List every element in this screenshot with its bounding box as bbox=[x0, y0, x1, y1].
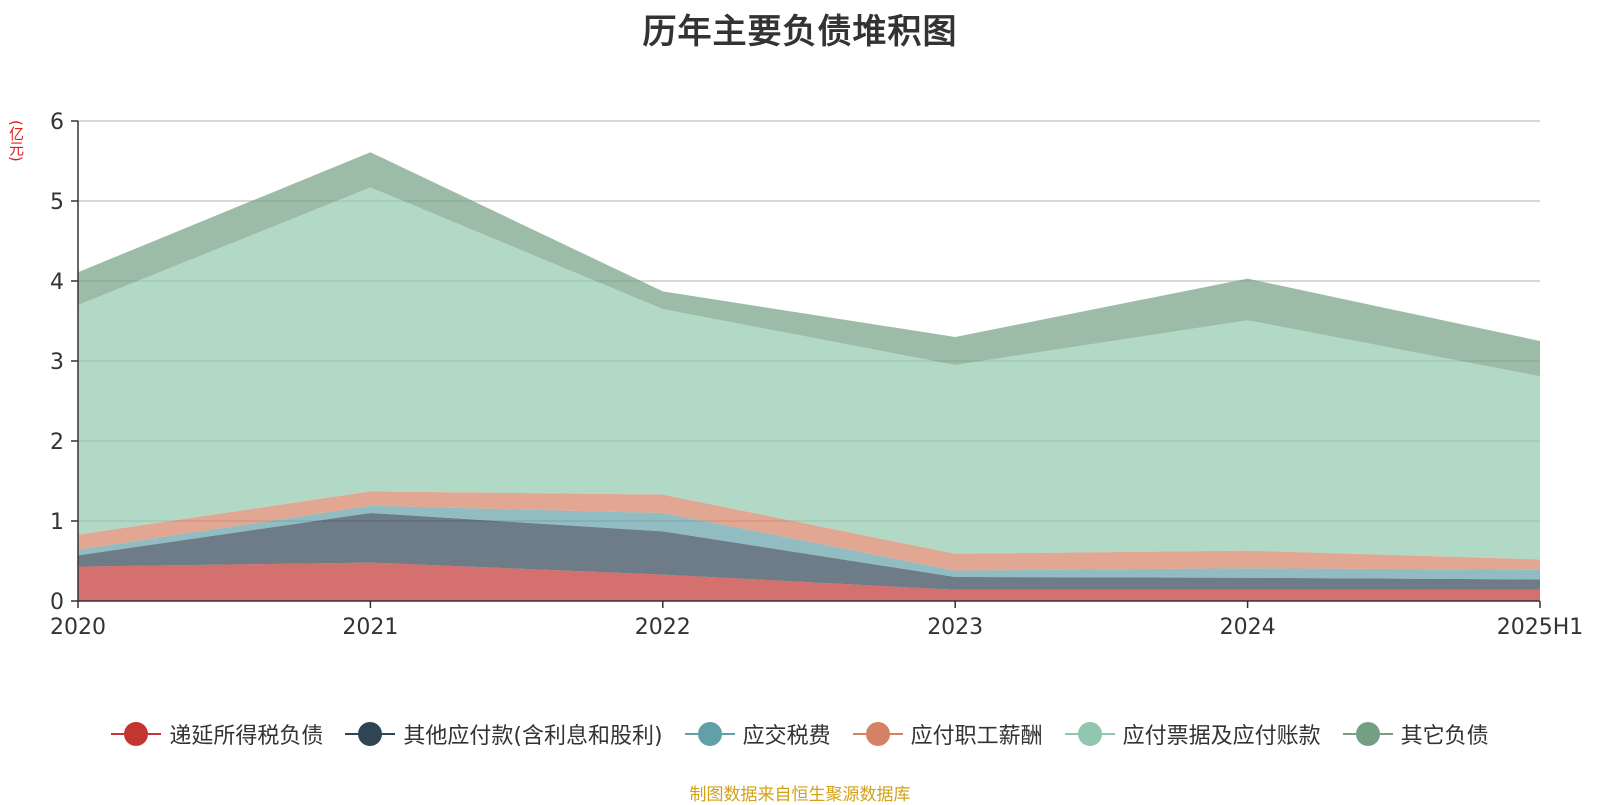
series-area-6 bbox=[78, 152, 1540, 377]
legend-item[interactable]: 其他应付款(含利息和股利) bbox=[345, 718, 663, 750]
legend-item[interactable]: 应付职工薪酬 bbox=[852, 718, 1043, 750]
x-tick-label: 2024 bbox=[1220, 615, 1276, 640]
y-tick-label: 2 bbox=[50, 430, 64, 455]
y-tick-label: 5 bbox=[50, 190, 64, 215]
x-tick-label: 2023 bbox=[927, 615, 983, 640]
legend-marker-icon bbox=[684, 721, 735, 747]
y-tick-label: 4 bbox=[50, 270, 64, 295]
legend-marker-icon bbox=[345, 721, 396, 747]
y-tick-label: 1 bbox=[50, 510, 64, 535]
data-source-note: 制图数据来自恒生聚源数据库 bbox=[689, 785, 911, 805]
series-area-4 bbox=[78, 491, 1540, 571]
x-tick-label: 2020 bbox=[50, 615, 106, 640]
legend-label: 应付职工薪酬 bbox=[910, 724, 1043, 749]
y-axis-unit-label: (亿元) bbox=[7, 120, 25, 162]
legend: 递延所得税负债 其他应付款(含利息和股利) 应交税费 应付职工薪酬 应付票据及应付账款 其… bbox=[0, 718, 1600, 750]
chart-title: 历年主要负债堆积图 bbox=[642, 12, 958, 52]
legend-label: 应交税费 bbox=[742, 724, 831, 749]
legend-item[interactable]: 应交税费 bbox=[684, 718, 831, 750]
x-tick-label: 2025H1 bbox=[1497, 615, 1584, 640]
series-area-5 bbox=[78, 187, 1540, 560]
y-tick-label: 3 bbox=[50, 350, 64, 375]
legend-label: 其它负债 bbox=[1400, 724, 1489, 749]
x-tick-label: 2022 bbox=[635, 615, 691, 640]
legend-marker-icon bbox=[1342, 721, 1393, 747]
y-tick-label: 6 bbox=[50, 110, 64, 135]
legend-marker-icon bbox=[852, 721, 903, 747]
legend-label: 应付票据及应付账款 bbox=[1122, 724, 1321, 749]
legend-item[interactable]: 应付票据及应付账款 bbox=[1064, 718, 1321, 750]
series-area-2 bbox=[78, 513, 1540, 590]
legend-label: 其他应付款(含利息和股利) bbox=[403, 724, 663, 749]
legend-label: 递延所得税负债 bbox=[169, 724, 324, 749]
x-tick-label: 2021 bbox=[342, 615, 398, 640]
legend-item[interactable]: 其它负债 bbox=[1342, 718, 1489, 750]
series-area-3 bbox=[78, 505, 1540, 580]
legend-marker-icon bbox=[1064, 721, 1115, 747]
y-tick-label: 0 bbox=[50, 590, 64, 615]
legend-item[interactable]: 递延所得税负债 bbox=[111, 718, 323, 750]
series-area-1 bbox=[78, 562, 1540, 601]
legend-marker-icon bbox=[111, 721, 162, 747]
